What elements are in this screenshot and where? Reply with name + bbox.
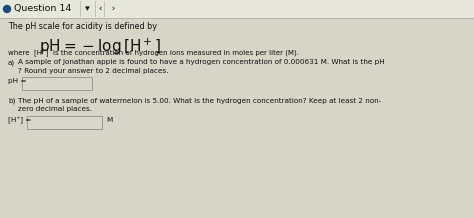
FancyBboxPatch shape	[0, 0, 474, 18]
Text: a): a)	[8, 59, 15, 65]
Text: A sample of Jonathan apple is found to have a hydrogen concentration of 0.000631: A sample of Jonathan apple is found to h…	[18, 59, 385, 73]
FancyBboxPatch shape	[27, 116, 102, 129]
Text: b): b)	[8, 98, 15, 104]
Text: $\mathrm{pH} = -\log\left[\mathrm{H}^+\right]$: $\mathrm{pH} = -\log\left[\mathrm{H}^+\r…	[39, 37, 161, 57]
FancyBboxPatch shape	[22, 77, 92, 90]
Text: ▾   ‹   ›: ▾ ‹ ›	[85, 5, 115, 14]
Text: [H⁺] =: [H⁺] =	[8, 117, 31, 124]
Text: The pH of a sample of watermelon is 5.00. What is the hydrogen concentration? Ke: The pH of a sample of watermelon is 5.00…	[18, 98, 381, 112]
Text: Question 14: Question 14	[14, 5, 72, 14]
Text: pH =: pH =	[8, 78, 29, 84]
Text: The pH scale for acidity is defined by: The pH scale for acidity is defined by	[8, 22, 157, 31]
Circle shape	[3, 5, 10, 12]
Text: M: M	[106, 117, 112, 123]
Text: where  [H⁺]  is the concentration of hydrogen ions measured in moles per liter (: where [H⁺] is the concentration of hydro…	[8, 50, 299, 58]
